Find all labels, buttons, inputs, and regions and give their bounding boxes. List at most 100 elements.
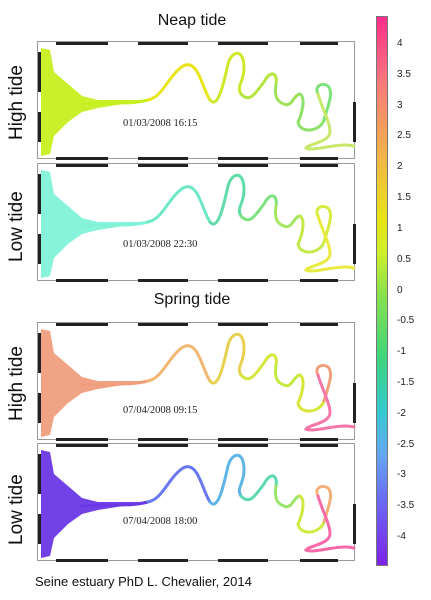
colorbar-tick-label: 2.5 [397, 130, 411, 142]
axis-dash [218, 559, 268, 562]
river-segment [296, 214, 326, 254]
river-segment [315, 204, 332, 244]
axis-dash [38, 234, 41, 264]
axis-dash [218, 438, 268, 441]
river-segment [303, 373, 356, 432]
river-segment [208, 173, 246, 226]
axis-dash [138, 559, 188, 562]
river-segment [315, 363, 332, 403]
colorbar-tick-label: -4 [397, 531, 406, 542]
axis-dash [56, 323, 108, 326]
colorbar-tick-label: -3 [397, 469, 406, 481]
river-segment [208, 332, 246, 385]
axis-dash [56, 438, 108, 441]
timestamp: 01/03/2008 22:30 [123, 239, 198, 250]
axis-dash [300, 42, 338, 45]
axis-dash [38, 454, 41, 494]
river-segment [80, 500, 150, 508]
axis-dash [138, 444, 188, 447]
river-segment [80, 379, 150, 387]
axis-dash [56, 444, 108, 447]
colorbar-tick-label: 3 [397, 99, 403, 111]
river-segment [274, 484, 302, 509]
river-segment [80, 98, 150, 106]
river-segment [146, 465, 212, 504]
colorbar-tick-label: 1 [397, 222, 403, 234]
river-segment [239, 194, 278, 222]
river-segment [303, 214, 356, 273]
axis-dash [300, 438, 338, 441]
axis-dash [300, 444, 338, 447]
axis-dash [218, 157, 268, 160]
colorbar-tick-label: -2.5 [397, 438, 415, 450]
axis-dash [56, 157, 108, 160]
timestamp: 07/04/2008 18:00 [123, 516, 198, 527]
river-segment [274, 82, 302, 107]
axis-dash [353, 383, 356, 423]
panel-spring-low [37, 443, 356, 562]
river-segment [303, 92, 356, 151]
axis-dash [56, 559, 108, 562]
axis-dash [138, 164, 188, 167]
river-segment [315, 484, 332, 524]
axis-dash [138, 438, 188, 441]
axis-dash [56, 42, 108, 45]
river-segment [208, 453, 246, 506]
river-segment [208, 51, 246, 104]
river-segment [146, 344, 212, 383]
axis-dash [38, 393, 41, 423]
neap-tide-title: Neap tide [157, 12, 227, 29]
river-map [38, 42, 356, 160]
river-segment [146, 185, 212, 224]
river-segment [274, 204, 302, 229]
river-segment [80, 220, 150, 228]
river-map [38, 323, 356, 441]
colorbar-tick-label: 2 [397, 161, 403, 173]
timestamp: 01/03/2008 16:15 [123, 118, 198, 129]
river-segment [274, 363, 302, 388]
axis-dash [38, 514, 41, 544]
colorbar-tick-label: 3.5 [397, 68, 411, 80]
river-segment [146, 63, 212, 102]
colorbar-tick-label: 0 [397, 284, 403, 296]
axis-dash [56, 164, 108, 167]
axis-dash [300, 323, 338, 326]
timestamp: 07/04/2008 09:15 [123, 405, 198, 416]
axis-dash [38, 52, 41, 92]
axis-dash [353, 102, 356, 142]
colorbar-tick-label: -3.5 [397, 500, 415, 512]
river-segment [303, 494, 356, 553]
river-map [38, 164, 356, 282]
axis-dash [138, 323, 188, 326]
axis-dash [138, 42, 188, 45]
colorbar-tick-label: -0.5 [397, 315, 415, 327]
colorbar-tick-label: -1.5 [397, 376, 415, 388]
axis-dash [218, 323, 268, 326]
river-segment [296, 373, 326, 413]
axis-dash [38, 333, 41, 373]
panel-neap-low [37, 163, 356, 282]
axis-dash [300, 164, 338, 167]
axis-dash [300, 279, 338, 282]
axis-dash [138, 157, 188, 160]
colorbar [376, 16, 388, 566]
river-segment [296, 494, 326, 534]
axis-dash [138, 279, 188, 282]
footer-credit: Seine estuary PhD L. Chevalier, 2014 [35, 574, 252, 589]
row-label: Low tide [6, 191, 27, 262]
panel-spring-high [37, 322, 356, 441]
panel-neap-high [37, 41, 356, 160]
colorbar-tick-label: 1.5 [397, 192, 411, 204]
axis-dash [218, 164, 268, 167]
axis-dash [300, 559, 338, 562]
river-segment [239, 353, 278, 381]
colorbar-tick-label: 0.5 [397, 253, 411, 265]
axis-dash [353, 224, 356, 264]
colorbar-tick-label: -1 [397, 346, 406, 358]
axis-dash [38, 174, 41, 214]
axis-dash [56, 279, 108, 282]
river-segment [239, 474, 278, 502]
colorbar-tick-label: 4 [397, 38, 403, 49]
river-segment [315, 82, 332, 122]
river-map [38, 444, 356, 562]
